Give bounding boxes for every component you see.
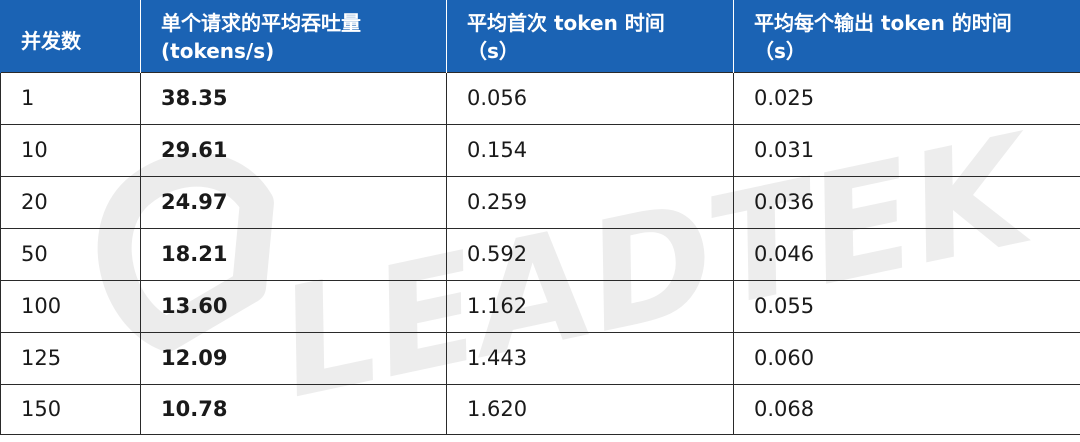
cell-throughput: 10.78 xyxy=(140,383,447,435)
header-ttft: 平均首次 token 时间 （s） xyxy=(446,0,734,72)
header-throughput: 单个请求的平均吞吐量 (tokens/s) xyxy=(140,0,447,72)
cell-ttft: 0.259 xyxy=(446,175,734,229)
cell-tpot: 0.046 xyxy=(733,227,1080,281)
cell-throughput: 38.35 xyxy=(140,71,447,125)
cell-concurrency: 125 xyxy=(0,331,141,385)
header-row: 并发数 单个请求的平均吞吐量 (tokens/s) 平均首次 token 时间 … xyxy=(0,0,1080,72)
cell-tpot: 0.036 xyxy=(733,175,1080,229)
cell-concurrency: 10 xyxy=(0,123,141,177)
cell-ttft: 0.592 xyxy=(446,227,734,281)
header-tpot: 平均每个输出 token 的时间 （s） xyxy=(733,0,1080,72)
cell-concurrency: 150 xyxy=(0,383,141,435)
cell-throughput: 29.61 xyxy=(140,123,447,177)
cell-tpot: 0.025 xyxy=(733,71,1080,125)
table-row: 10 29.61 0.154 0.031 xyxy=(0,123,1080,177)
cell-tpot: 0.068 xyxy=(733,383,1080,435)
cell-throughput: 12.09 xyxy=(140,331,447,385)
table-row: 50 18.21 0.592 0.046 xyxy=(0,227,1080,281)
cell-tpot: 0.031 xyxy=(733,123,1080,177)
cell-concurrency: 100 xyxy=(0,279,141,333)
cell-ttft: 0.154 xyxy=(446,123,734,177)
table-row: 150 10.78 1.620 0.068 xyxy=(0,383,1080,435)
cell-ttft: 1.620 xyxy=(446,383,734,435)
table-row: 20 24.97 0.259 0.036 xyxy=(0,175,1080,229)
cell-tpot: 0.060 xyxy=(733,331,1080,385)
cell-throughput: 24.97 xyxy=(140,175,447,229)
cell-concurrency: 50 xyxy=(0,227,141,281)
cell-ttft: 1.443 xyxy=(446,331,734,385)
cell-throughput: 13.60 xyxy=(140,279,447,333)
cell-ttft: 0.056 xyxy=(446,71,734,125)
cell-tpot: 0.055 xyxy=(733,279,1080,333)
table-row: 100 13.60 1.162 0.055 xyxy=(0,279,1080,333)
cell-throughput: 18.21 xyxy=(140,227,447,281)
cell-concurrency: 1 xyxy=(0,71,141,125)
table-row: 1 38.35 0.056 0.025 xyxy=(0,71,1080,125)
cell-concurrency: 20 xyxy=(0,175,141,229)
cell-ttft: 1.162 xyxy=(446,279,734,333)
table-row: 125 12.09 1.443 0.060 xyxy=(0,331,1080,385)
header-concurrency: 并发数 xyxy=(0,0,141,72)
